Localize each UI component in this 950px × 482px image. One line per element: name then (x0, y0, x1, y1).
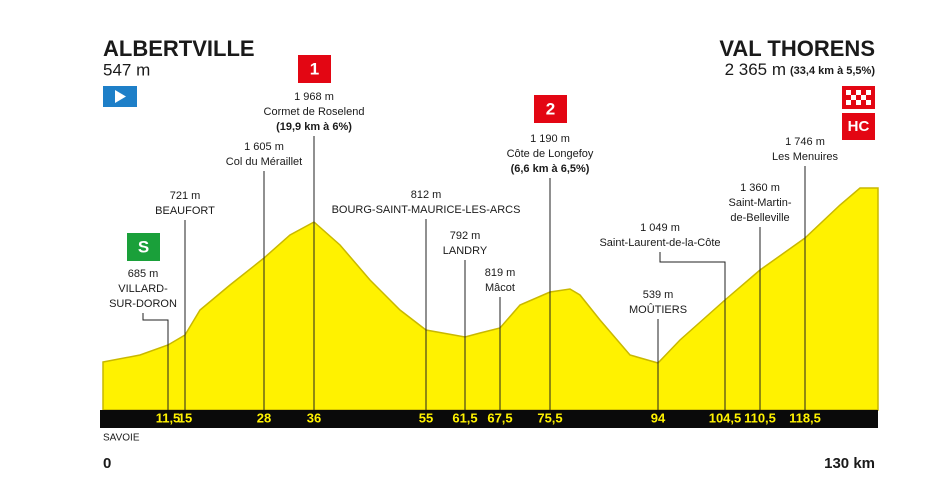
altitude: 1 360 m (740, 182, 780, 194)
hc-label: HC (848, 118, 870, 135)
badge-label: S (138, 237, 149, 256)
place-name: LANDRY (443, 245, 488, 257)
place-name: Cormet de Roselend (264, 106, 365, 118)
finish-name: VAL THORENS (719, 36, 875, 61)
altitude: 819 m (485, 267, 516, 279)
altitude: 1 746 m (785, 136, 825, 148)
hc-badge (842, 113, 875, 140)
climb-info: (19,9 km à 6%) (276, 121, 352, 133)
place-name: Les Menuires (772, 151, 839, 163)
climb-badge (298, 55, 331, 83)
km-label: 55 (419, 410, 433, 425)
finish-km: 130 km (824, 455, 875, 472)
finish-climb: (33,4 km à 5,5%) (790, 65, 875, 77)
badge-label: 1 (310, 59, 319, 78)
place-name: Mâcot (485, 282, 515, 294)
climb-badge (127, 233, 160, 261)
start-name: ALBERTVILLE (103, 36, 255, 61)
place-name: Col du Méraillet (226, 156, 302, 168)
km-label: 94 (651, 410, 666, 425)
elevation-profile (102, 187, 879, 411)
altitude: 1 190 m (530, 133, 570, 145)
km-label: 28 (257, 410, 271, 425)
altitude: 539 m (643, 289, 674, 301)
altitude: 812 m (411, 189, 442, 201)
place-name: SUR-DORON (109, 298, 177, 310)
km-label: 11,5 (156, 410, 181, 425)
place-name: BEAUFORT (155, 205, 215, 217)
altitude: 721 m (170, 190, 201, 202)
finish-altitude-line: 2 365 m (33,4 km à 5,5%) (725, 60, 876, 79)
place-name: de-Belleville (730, 212, 789, 224)
start-altitude: 547 m (103, 60, 150, 79)
altitude: 1 049 m (640, 222, 680, 234)
start-icon (103, 86, 137, 107)
place-name: Côte de Longefoy (507, 148, 594, 160)
km-label: 75,5 (537, 410, 562, 425)
km-label: 67,5 (487, 410, 512, 425)
climb-info: (6,6 km à 6,5%) (511, 163, 590, 175)
marker-line (659, 252, 726, 410)
place-name: VILLARD- (118, 283, 168, 295)
km-label: 36 (307, 410, 321, 425)
km-label: 15 (178, 410, 192, 425)
altitude: 792 m (450, 230, 481, 242)
start-km: 0 (103, 455, 111, 472)
km-bar (100, 410, 878, 428)
altitude: 1 968 m (294, 91, 334, 103)
finish-altitude: 2 365 m (725, 60, 786, 79)
place-name: Saint-Martin- (729, 197, 792, 209)
marker-line (142, 313, 169, 410)
km-label: 61,5 (452, 410, 477, 425)
altitude: 1 605 m (244, 141, 284, 153)
finish-flag (842, 86, 875, 109)
place-name: MOÛTIERS (629, 303, 687, 316)
place-name: Saint-Laurent-de-la-Côte (599, 237, 720, 249)
altitude: 685 m (128, 268, 159, 280)
climb-badge (534, 95, 567, 123)
badge-label: 2 (546, 99, 555, 118)
km-label: 104,5 (709, 410, 742, 425)
region: SAVOIE (103, 433, 140, 444)
km-label: 118,5 (789, 410, 821, 425)
km-label: 110,5 (744, 410, 776, 425)
place-name: BOURG-SAINT-MAURICE-LES-ARCS (332, 204, 521, 216)
